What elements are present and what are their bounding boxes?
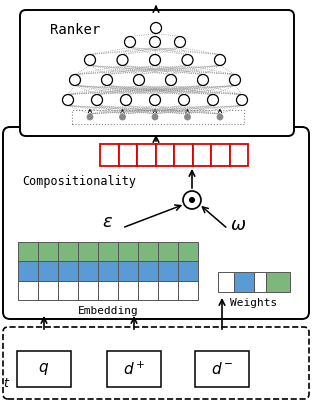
Circle shape [215,54,226,66]
Bar [100,144,119,166]
Bar [78,261,98,281]
Bar [78,242,98,261]
Circle shape [101,74,113,86]
Circle shape [152,114,158,120]
Circle shape [87,114,93,120]
Circle shape [165,74,177,86]
Text: $d^+$: $d^+$ [123,360,145,378]
Bar [118,281,138,300]
Bar [119,144,137,166]
Bar [58,261,78,281]
Bar [254,272,266,292]
Text: Ranker: Ranker [50,23,100,37]
Text: t: t [3,377,8,390]
Circle shape [117,54,128,66]
Bar [38,281,58,300]
FancyBboxPatch shape [20,10,294,136]
Circle shape [230,74,241,86]
Bar [18,242,38,261]
Bar [118,242,138,261]
Text: $\varepsilon$: $\varepsilon$ [102,213,114,231]
Circle shape [178,94,189,106]
Bar [137,144,155,166]
Bar [158,242,178,261]
Circle shape [189,198,194,202]
FancyBboxPatch shape [3,327,309,399]
Circle shape [182,54,193,66]
Bar [178,242,198,261]
Bar [218,272,234,292]
Text: Weights: Weights [230,298,278,308]
FancyBboxPatch shape [195,351,249,387]
Bar [158,261,178,281]
Bar [18,261,38,281]
Circle shape [217,114,223,120]
Circle shape [149,94,160,106]
Circle shape [124,36,135,48]
Bar [174,144,193,166]
Text: $q$: $q$ [38,361,50,377]
Bar [58,281,78,300]
Bar [58,242,78,261]
Circle shape [120,94,131,106]
Bar [38,261,58,281]
Circle shape [119,114,125,120]
Bar [38,242,58,261]
Circle shape [70,74,80,86]
Circle shape [207,94,218,106]
Circle shape [150,22,162,34]
Bar [18,281,38,300]
FancyBboxPatch shape [3,127,309,319]
Bar [98,261,118,281]
Circle shape [184,114,191,120]
Circle shape [85,54,95,66]
Text: $d^-$: $d^-$ [211,361,233,377]
Text: Compositionality: Compositionality [22,176,136,188]
Circle shape [183,191,201,209]
Bar [98,242,118,261]
Bar [178,261,198,281]
Bar [138,261,158,281]
Bar [118,261,138,281]
Bar [193,144,211,166]
Circle shape [197,74,208,86]
Bar [72,110,244,124]
Bar [266,272,290,292]
FancyBboxPatch shape [107,351,161,387]
Circle shape [149,54,160,66]
Text: $\omega$: $\omega$ [230,216,246,234]
Bar [234,272,254,292]
Bar [78,281,98,300]
Bar [211,144,230,166]
FancyBboxPatch shape [17,351,71,387]
Bar [138,281,158,300]
Circle shape [62,94,74,106]
Bar [138,242,158,261]
Bar [178,281,198,300]
Bar [158,281,178,300]
Circle shape [236,94,247,106]
Circle shape [149,36,160,48]
Circle shape [91,94,103,106]
Circle shape [174,36,186,48]
Bar [155,144,174,166]
Text: Embedding: Embedding [78,306,139,316]
Bar [98,281,118,300]
Circle shape [134,74,144,86]
Bar [230,144,248,166]
